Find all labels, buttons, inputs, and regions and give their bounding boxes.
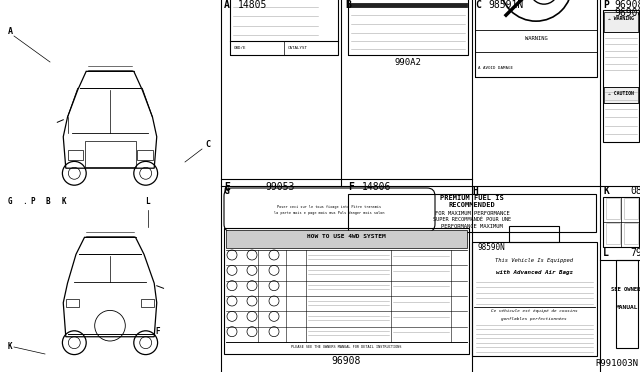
Text: la parte mois e page mois mus Puls danger mois salon: la parte mois e page mois mus Puls dange… xyxy=(274,211,384,215)
Text: 14805: 14805 xyxy=(238,0,268,10)
Text: L: L xyxy=(603,248,609,258)
Bar xyxy=(606,198,620,219)
Text: K: K xyxy=(8,342,13,351)
Text: A AVOID DAMAGE: A AVOID DAMAGE xyxy=(478,66,513,70)
Text: Ce véhicule est équipé de cousins: Ce véhicule est équipé de cousins xyxy=(491,309,577,313)
Bar xyxy=(616,260,638,348)
Bar xyxy=(472,242,597,356)
Text: SEE OWNERS: SEE OWNERS xyxy=(611,287,640,292)
Text: ⚠ WARNING: ⚠ WARNING xyxy=(608,16,634,21)
Text: HOW TO USE 4WD SYSTEM: HOW TO USE 4WD SYSTEM xyxy=(307,234,385,239)
Bar xyxy=(624,223,638,244)
Text: 79993P: 79993P xyxy=(630,248,640,258)
Text: C: C xyxy=(475,0,481,10)
Text: B: B xyxy=(345,0,351,10)
Text: H: H xyxy=(472,186,478,196)
Text: This Vehicle Is Equipped: This Vehicle Is Equipped xyxy=(495,259,573,263)
Text: .: . xyxy=(22,197,27,206)
Text: 98591N: 98591N xyxy=(488,0,524,10)
Text: Poser ceci sur le tous fixage inte Pitre transmis: Poser ceci sur le tous fixage inte Pitre… xyxy=(277,205,381,209)
Bar xyxy=(475,0,597,77)
Text: 08094: 08094 xyxy=(630,186,640,196)
Text: 990A2: 990A2 xyxy=(395,58,421,67)
Text: C: C xyxy=(205,140,210,149)
Text: A: A xyxy=(8,27,13,36)
Bar xyxy=(84,141,136,167)
Text: PREMIUM FUEL IS: PREMIUM FUEL IS xyxy=(440,195,504,201)
Text: RECOMMENDED: RECOMMENDED xyxy=(449,202,495,208)
Bar xyxy=(509,226,559,242)
Text: with Advanced Air Bags: with Advanced Air Bags xyxy=(495,270,573,275)
Bar xyxy=(230,0,338,55)
Bar xyxy=(66,298,79,307)
Bar xyxy=(603,10,639,142)
Bar xyxy=(603,197,639,247)
Bar xyxy=(348,194,596,232)
Text: SUPER RECOMMANDÉ POUR UNE: SUPER RECOMMANDÉ POUR UNE xyxy=(433,217,511,222)
Bar xyxy=(67,150,83,160)
Bar xyxy=(604,87,638,103)
Bar xyxy=(224,228,469,354)
Bar xyxy=(141,298,154,307)
Text: E: E xyxy=(224,182,230,192)
Text: gonflables perfectionnées: gonflables perfectionnées xyxy=(501,317,567,321)
Text: ⚠ CAUTION: ⚠ CAUTION xyxy=(608,90,634,96)
Text: A: A xyxy=(224,0,230,10)
Text: 14806: 14806 xyxy=(362,182,392,192)
Text: F: F xyxy=(155,327,159,336)
Text: PLEASE SEE THE OWNERS MANUAL FOR DETAIL INSTRUCTIONS: PLEASE SEE THE OWNERS MANUAL FOR DETAIL … xyxy=(291,345,401,349)
Text: MANUAL: MANUAL xyxy=(616,305,638,310)
Text: WARNING: WARNING xyxy=(525,36,547,41)
Bar xyxy=(226,230,467,248)
Text: L: L xyxy=(145,197,150,206)
Text: K: K xyxy=(603,186,609,196)
Text: 99053: 99053 xyxy=(265,182,294,192)
Bar xyxy=(606,223,620,244)
Text: G: G xyxy=(8,197,13,206)
Text: FOR MAXIMUM PERFORMANCE: FOR MAXIMUM PERFORMANCE xyxy=(435,211,509,216)
Text: 98590N: 98590N xyxy=(477,243,505,252)
Bar xyxy=(624,198,638,219)
Text: 96908+A: 96908+A xyxy=(614,0,640,10)
Text: B: B xyxy=(46,197,51,206)
Text: F: F xyxy=(348,182,354,192)
Text: P: P xyxy=(603,0,609,10)
Bar xyxy=(137,150,152,160)
Text: CATALYST: CATALYST xyxy=(288,46,308,50)
Text: 96908+B: 96908+B xyxy=(614,8,640,18)
Text: K: K xyxy=(62,197,67,206)
Bar xyxy=(348,0,468,55)
Bar xyxy=(604,12,638,32)
Text: G: G xyxy=(224,186,230,196)
Text: R991003N: R991003N xyxy=(595,359,638,368)
Text: OBD/E: OBD/E xyxy=(234,46,246,50)
Text: P: P xyxy=(30,197,35,206)
Text: 96908: 96908 xyxy=(332,356,361,366)
Text: PERFORMANCE MAXIMUM: PERFORMANCE MAXIMUM xyxy=(441,224,503,229)
